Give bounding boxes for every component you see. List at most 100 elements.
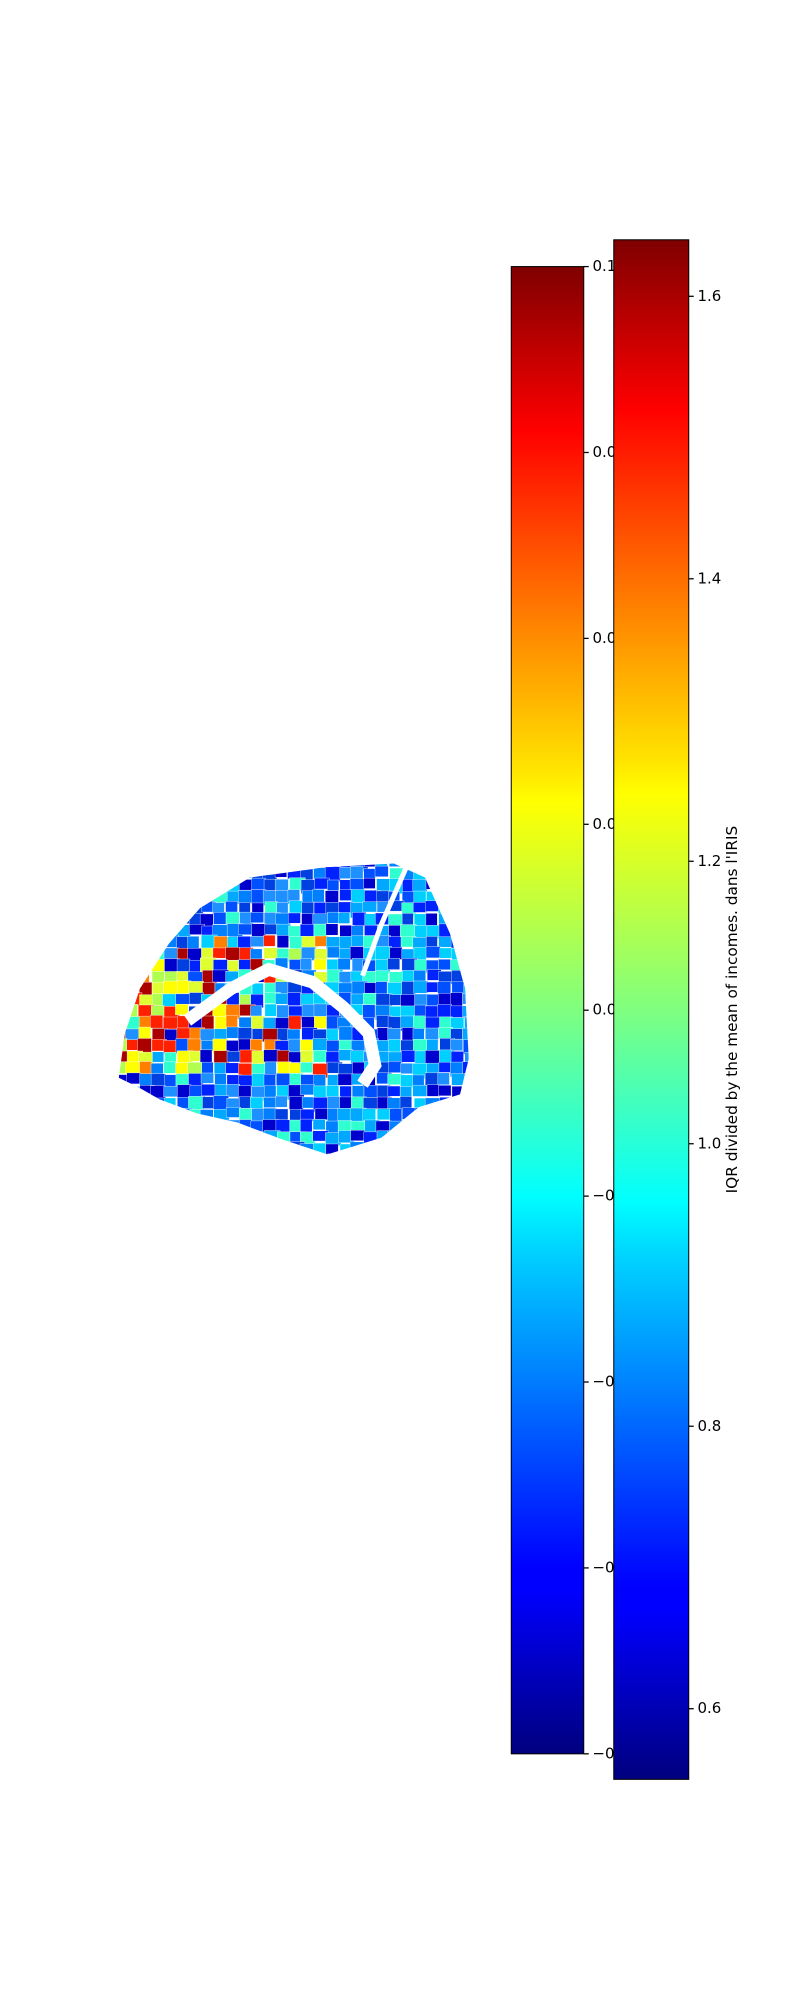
map-tile xyxy=(463,948,469,961)
map-tile xyxy=(189,879,202,892)
map-tile xyxy=(464,1142,469,1155)
map-tile xyxy=(150,1120,167,1135)
map-tile xyxy=(387,1130,400,1147)
map-tile xyxy=(163,947,180,960)
map-tile xyxy=(463,1119,469,1131)
map-tile xyxy=(250,863,264,868)
map-tile xyxy=(163,1040,178,1054)
map-tile xyxy=(450,866,465,882)
map-tile xyxy=(463,1131,469,1144)
map-tile xyxy=(426,1143,442,1155)
map-tile xyxy=(118,1107,128,1122)
colorbar xyxy=(510,266,585,1755)
map-tile xyxy=(274,866,287,878)
map-tile xyxy=(400,994,416,1008)
map-tile xyxy=(202,982,216,996)
map-tile xyxy=(362,1004,376,1019)
map-tile xyxy=(175,1003,189,1016)
map-tile xyxy=(200,1072,214,1084)
map-tile xyxy=(438,913,453,925)
map-tile xyxy=(118,1097,130,1113)
map-tile xyxy=(126,1004,138,1018)
map-tile xyxy=(426,891,440,902)
map-tile xyxy=(387,1073,403,1085)
map-tile xyxy=(213,1142,229,1155)
map-tile xyxy=(201,1120,218,1137)
map-tile xyxy=(118,983,129,999)
map-tile xyxy=(439,866,454,883)
map-tile xyxy=(464,1052,469,1067)
map-tile xyxy=(238,1142,251,1154)
map-tile xyxy=(350,1130,366,1141)
map-tile xyxy=(413,902,427,913)
map-tile xyxy=(137,1143,154,1155)
map-tile xyxy=(237,1027,252,1041)
map-tile xyxy=(375,1143,392,1155)
map-tile xyxy=(118,891,125,906)
map-tile xyxy=(375,970,389,983)
map-tile xyxy=(162,934,179,948)
map-tile xyxy=(138,868,153,881)
map-tile xyxy=(138,948,153,964)
map-tile xyxy=(276,935,289,948)
map-tile xyxy=(438,959,452,971)
map-tile xyxy=(118,1142,129,1155)
map-tile xyxy=(139,890,153,904)
map-tile xyxy=(352,912,367,926)
map-tile xyxy=(151,947,165,961)
map-tile xyxy=(225,1142,240,1155)
map-tile xyxy=(150,1015,164,1029)
map-tile xyxy=(463,1153,469,1155)
map-tile xyxy=(437,1120,450,1134)
map-tile xyxy=(350,889,366,903)
map-tile xyxy=(238,1155,254,1166)
map-tile xyxy=(213,1120,226,1134)
map-tile xyxy=(176,958,191,974)
map-tile xyxy=(238,863,254,871)
colorbar-label: IQR divided by the mean of incomes. dans… xyxy=(723,826,741,1194)
map-tile xyxy=(118,970,126,983)
map-tile xyxy=(387,1085,401,1097)
map-tile xyxy=(226,1051,242,1063)
map-tile xyxy=(118,1004,128,1016)
map-tile xyxy=(213,912,227,925)
map-tile xyxy=(299,923,315,938)
map-tile xyxy=(439,1049,453,1064)
map-tile xyxy=(139,863,155,868)
map-tile xyxy=(463,901,469,915)
map-tile xyxy=(413,1154,429,1155)
map-tile xyxy=(200,866,216,880)
map-tile xyxy=(176,889,192,902)
map-tile xyxy=(151,866,167,880)
map-tile xyxy=(124,889,141,904)
map-tile xyxy=(450,1107,463,1120)
map-tile xyxy=(300,1062,314,1073)
map-tile xyxy=(462,1107,469,1120)
map-tile xyxy=(425,878,439,890)
map-tile xyxy=(425,913,438,927)
map-tile xyxy=(187,1142,201,1155)
map-tile xyxy=(362,1108,376,1121)
map-tile xyxy=(414,1050,427,1065)
map-tile xyxy=(225,1106,241,1118)
map-tile xyxy=(177,877,190,890)
map-tile xyxy=(327,911,341,924)
map-tile xyxy=(389,1120,401,1135)
map-tile xyxy=(239,1119,252,1134)
map-tile xyxy=(425,1154,441,1155)
map-tile xyxy=(450,1028,463,1040)
map-tile xyxy=(264,1085,277,1098)
map-tile xyxy=(164,1097,176,1109)
map-tile xyxy=(412,1028,425,1041)
map-tile xyxy=(124,923,138,935)
map-tile xyxy=(351,1153,365,1155)
map-tile xyxy=(300,958,312,972)
map-tile xyxy=(126,878,141,894)
map-tile xyxy=(363,1152,379,1155)
map-tile xyxy=(426,867,442,883)
map-tile xyxy=(387,957,400,970)
map-tile xyxy=(118,948,128,964)
map-tile xyxy=(387,1153,402,1155)
